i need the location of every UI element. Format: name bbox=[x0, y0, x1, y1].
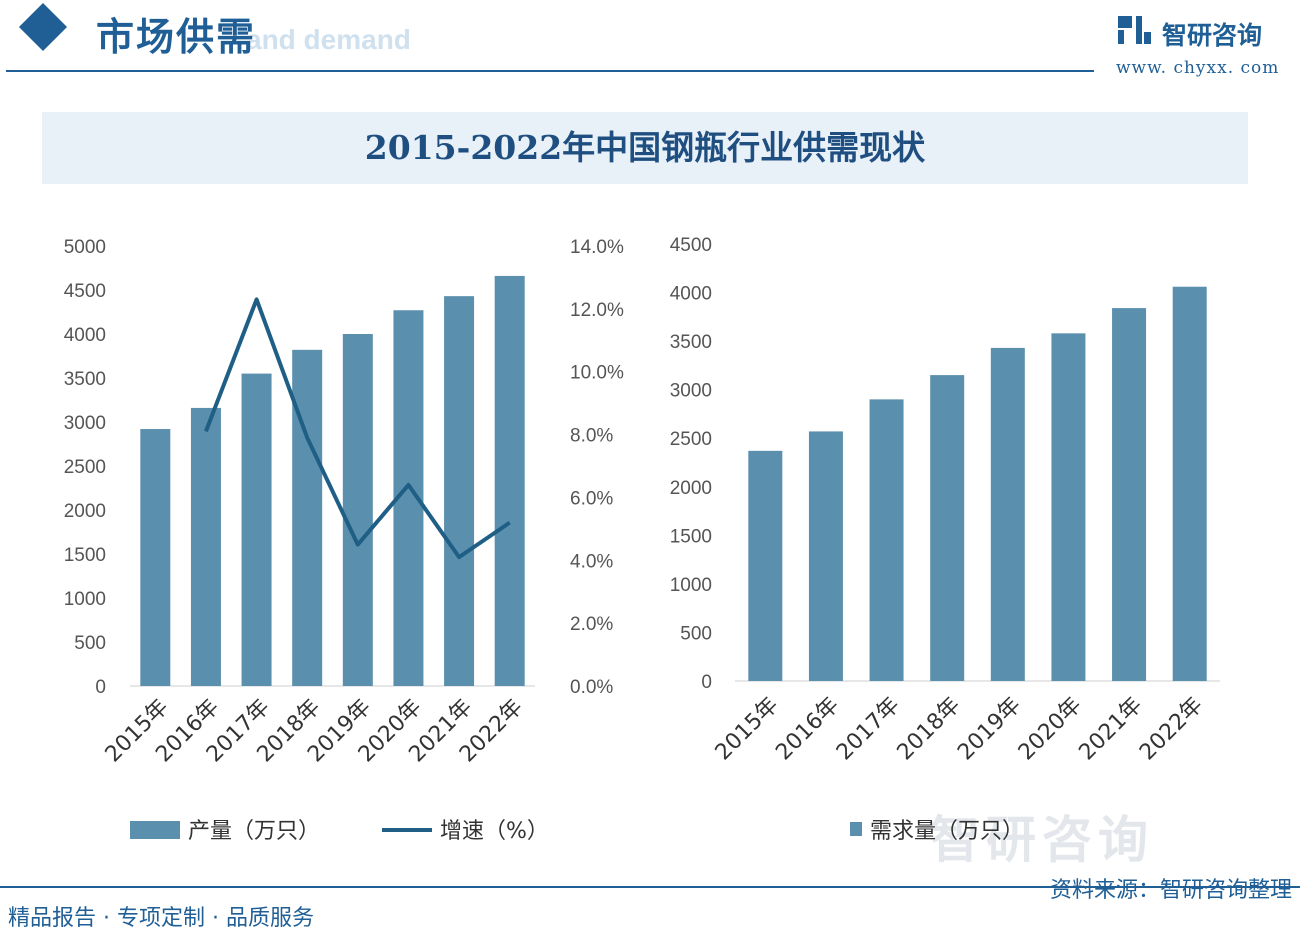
production-bar bbox=[140, 429, 171, 686]
right-axis-tick-label: 10.0% bbox=[570, 363, 624, 384]
brand: 智研咨询 www. chyxx. com bbox=[1116, 14, 1286, 78]
demand-bar bbox=[808, 431, 843, 681]
source-note: 资料来源：智研咨询整理 bbox=[1049, 878, 1292, 903]
production-bar bbox=[292, 349, 323, 686]
legend-bar-swatch bbox=[130, 821, 180, 839]
left-axis-tick-label: 4000 bbox=[64, 325, 106, 346]
demand-axis-tick-label: 3500 bbox=[670, 332, 712, 353]
demand-axis-tick-label: 3000 bbox=[670, 381, 712, 402]
demand-axis-tick-label: 4500 bbox=[670, 235, 712, 256]
left-axis-tick-label: 1500 bbox=[64, 545, 106, 566]
legend-growth-label: 增速（%） bbox=[440, 819, 549, 844]
right-axis-tick-label: 0.0% bbox=[570, 677, 613, 698]
demand-bar bbox=[869, 399, 904, 681]
legend-demand-swatch bbox=[850, 822, 862, 836]
header: and demand 市场供需 智研咨询 www. chyxx. com bbox=[0, 0, 1300, 80]
left-axis-tick-label: 2000 bbox=[64, 501, 106, 522]
brand-logo-icon bbox=[1118, 16, 1151, 44]
demand-axis-tick-label: 4000 bbox=[670, 284, 712, 305]
right-axis-tick-label: 14.0% bbox=[570, 237, 624, 258]
right-axis-tick-label: 8.0% bbox=[570, 426, 613, 447]
footer-tagline: 精品报告 · 专项定制 · 品质服务 bbox=[8, 906, 314, 931]
demand-x-axis-tick-label: 2016年 bbox=[771, 693, 844, 766]
demand-bar bbox=[1172, 286, 1207, 681]
demand-x-axis-tick-label: 2018年 bbox=[893, 693, 966, 766]
production-bar bbox=[494, 275, 525, 686]
chart-title-band: 2015-2022年中国钢瓶行业供需现状 bbox=[42, 112, 1248, 184]
demand-bar bbox=[748, 450, 783, 681]
right-axis-tick-label: 4.0% bbox=[570, 551, 613, 572]
demand-axis-tick-label: 2000 bbox=[670, 478, 712, 499]
demand-axis-tick-label: 1500 bbox=[670, 526, 712, 547]
demand-x-axis-tick-label: 2022年 bbox=[1135, 693, 1208, 766]
production-bar bbox=[444, 296, 475, 686]
demand-axis-tick-label: 500 bbox=[680, 623, 712, 644]
left-axis-tick-label: 1000 bbox=[64, 589, 106, 610]
right-axis-tick-label: 2.0% bbox=[570, 614, 613, 635]
left-axis-tick-label: 5000 bbox=[64, 237, 106, 258]
left-axis-tick-label: 4500 bbox=[64, 281, 106, 302]
demand-axis-tick-label: 1000 bbox=[670, 575, 712, 596]
demand-bar bbox=[1112, 308, 1147, 681]
header-divider bbox=[6, 70, 1094, 72]
section-subtitle: and demand bbox=[246, 24, 411, 55]
footer-divider bbox=[0, 886, 1300, 888]
demand-x-axis-tick-label: 2015年 bbox=[711, 693, 784, 766]
left-axis-tick-label: 3500 bbox=[64, 369, 106, 390]
demand-axis-tick-label: 0 bbox=[701, 672, 712, 693]
section-title: 市场供需 bbox=[96, 15, 257, 59]
legend-production-label: 产量（万只） bbox=[188, 819, 320, 844]
chart-title: 2015-2022年中国钢瓶行业供需现状 bbox=[364, 128, 926, 167]
demand-x-axis-tick-label: 2019年 bbox=[953, 693, 1026, 766]
demand-bar bbox=[990, 347, 1025, 681]
demand-bar bbox=[930, 375, 965, 681]
left-axis-tick-label: 2500 bbox=[64, 457, 106, 478]
left-axis-tick-label: 3000 bbox=[64, 413, 106, 434]
production-bar bbox=[190, 407, 221, 686]
production-bar bbox=[241, 373, 272, 686]
left-axis-tick-label: 0 bbox=[95, 677, 106, 698]
right-axis-tick-label: 6.0% bbox=[570, 488, 613, 509]
demand-x-axis-tick-label: 2021年 bbox=[1074, 693, 1147, 766]
demand-x-axis-tick-label: 2017年 bbox=[832, 693, 905, 766]
left-axis-tick-label: 500 bbox=[74, 633, 106, 654]
growth-rate-line bbox=[204, 297, 511, 560]
demand-x-axis-tick-label: 2020年 bbox=[1014, 693, 1087, 766]
legend-demand-label: 需求量（万只） bbox=[870, 819, 1024, 844]
watermark-text: 智研咨询 bbox=[930, 811, 1154, 869]
demand-bar bbox=[1051, 333, 1086, 681]
brand-name: 智研咨询 bbox=[1162, 21, 1263, 50]
demand-axis-tick-label: 2500 bbox=[670, 429, 712, 450]
right-axis-tick-label: 12.0% bbox=[570, 300, 624, 321]
production-bar bbox=[342, 334, 373, 686]
brand-url: www. chyxx. com bbox=[1116, 58, 1280, 78]
